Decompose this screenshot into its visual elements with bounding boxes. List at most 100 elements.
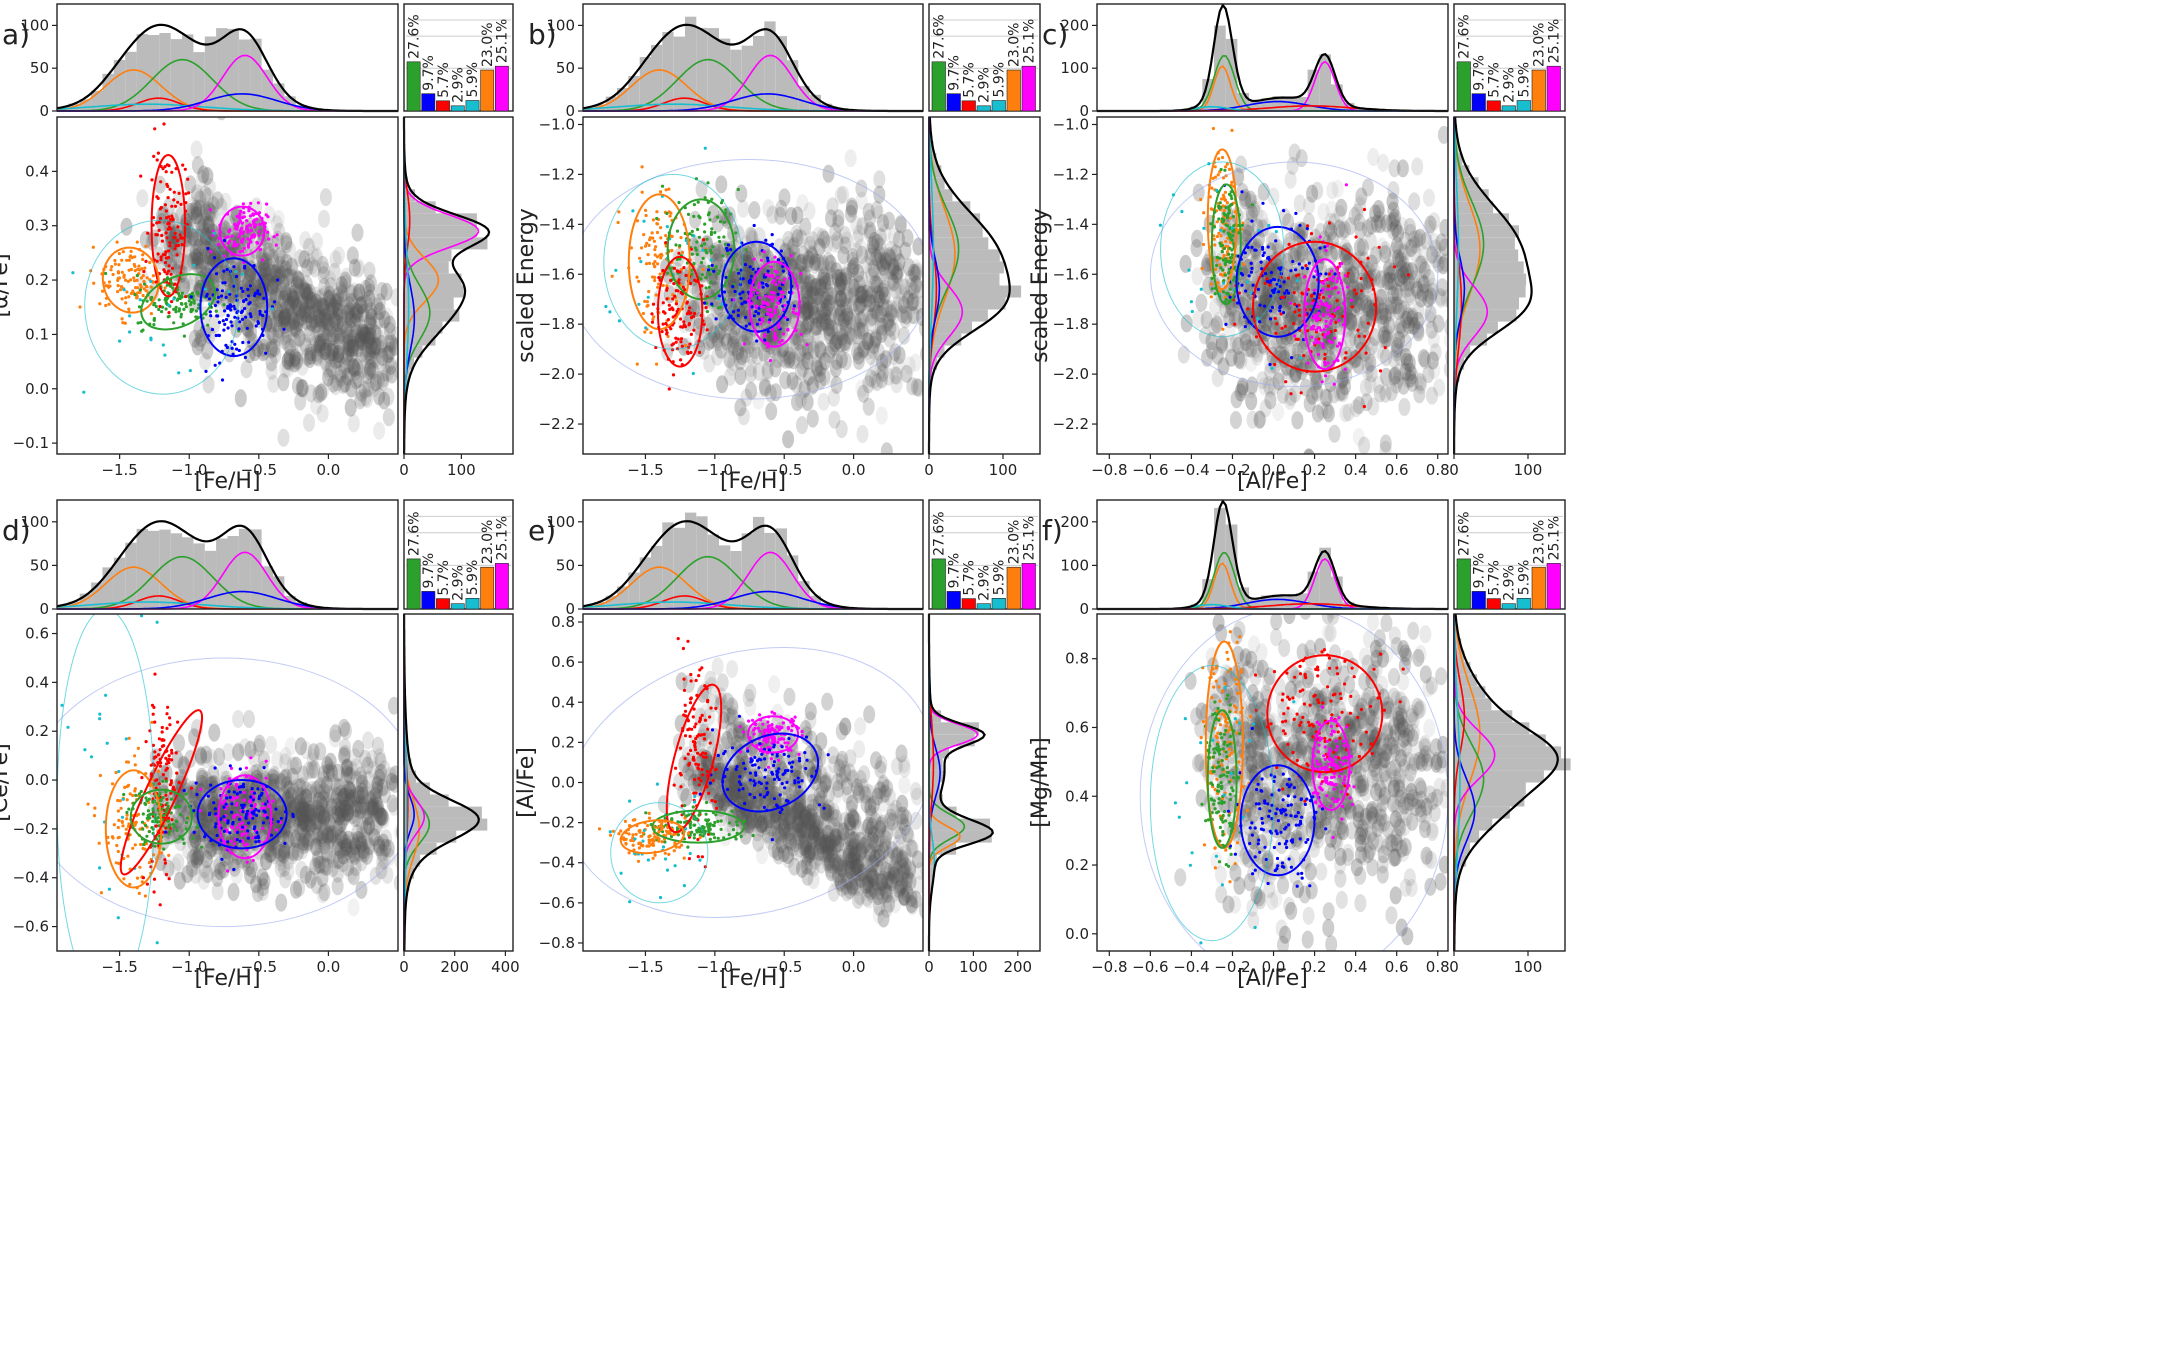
density-cell	[384, 357, 397, 375]
top-hist-tick-label: 200	[1060, 16, 1089, 34]
density-cell	[887, 322, 900, 341]
density-cell	[738, 324, 751, 343]
data-point	[1217, 217, 1221, 221]
data-point	[1269, 309, 1273, 313]
data-point	[713, 231, 717, 235]
density-cell	[844, 149, 857, 168]
x-tick-label: 0.0	[316, 461, 340, 479]
data-point	[684, 343, 688, 348]
density-cell	[273, 222, 286, 241]
density-cell	[257, 255, 270, 274]
data-point	[647, 243, 651, 247]
density-cell	[365, 301, 377, 320]
data-point	[226, 235, 230, 239]
density-cell	[270, 314, 283, 333]
data-point	[142, 269, 146, 274]
density-cell	[192, 256, 205, 275]
data-point	[714, 265, 718, 269]
data-point	[1366, 321, 1370, 325]
data-point	[1333, 336, 1337, 340]
density-cell	[349, 310, 362, 329]
density-cell	[323, 289, 336, 308]
data-point	[1228, 287, 1232, 291]
data-point	[232, 265, 236, 269]
density-cell	[304, 346, 317, 365]
data-point	[705, 237, 709, 241]
data-point	[155, 221, 159, 225]
density-cell	[276, 301, 289, 320]
data-point	[1328, 294, 1332, 298]
data-point	[1214, 267, 1218, 271]
fraction-bar-label: 5.7%	[1487, 62, 1503, 98]
density-cell	[257, 224, 270, 243]
data-point	[1298, 223, 1302, 227]
right-hist-bar	[929, 285, 1022, 298]
density-cell	[342, 339, 355, 358]
top-hist-bar	[204, 36, 217, 111]
data-point	[1340, 261, 1344, 266]
data-point	[223, 322, 227, 326]
data-point	[1325, 244, 1329, 248]
data-point	[1362, 404, 1366, 409]
data-point	[162, 268, 166, 272]
density-cell	[1281, 370, 1294, 389]
data-point	[741, 290, 745, 294]
density-cell	[270, 215, 283, 234]
data-point	[216, 314, 220, 318]
data-point	[1215, 234, 1219, 239]
fraction-bar	[946, 93, 961, 112]
data-point	[238, 212, 242, 216]
data-point	[282, 327, 286, 331]
density-cell	[852, 264, 865, 283]
density-cell	[314, 330, 326, 348]
density-cell	[204, 247, 217, 266]
fraction-bar-label: 23.0%	[1531, 23, 1547, 67]
density-cell	[348, 313, 361, 332]
data-point	[703, 230, 707, 234]
density-cell	[1328, 424, 1341, 443]
data-point	[249, 315, 253, 319]
data-point	[260, 258, 265, 262]
data-point	[733, 289, 737, 294]
data-point	[241, 237, 245, 241]
data-point	[1291, 259, 1295, 264]
data-point	[182, 307, 186, 311]
data-point	[744, 324, 748, 328]
density-cell	[348, 258, 361, 277]
data-point	[143, 282, 147, 286]
data-point	[118, 339, 122, 343]
data-point	[178, 233, 182, 237]
data-point	[772, 278, 776, 282]
density-cell	[292, 311, 305, 329]
data-point	[698, 350, 702, 354]
data-point	[119, 285, 124, 289]
density-cell	[187, 251, 200, 270]
data-point	[160, 239, 164, 243]
data-point	[171, 286, 175, 290]
data-point	[1326, 287, 1330, 292]
density-cell	[335, 281, 348, 300]
data-point	[1210, 276, 1214, 280]
data-point	[696, 200, 700, 204]
data-point	[692, 203, 697, 207]
density-cell	[1358, 436, 1371, 454]
density-cell	[309, 329, 321, 348]
density-cell	[215, 197, 228, 216]
density-cell	[264, 263, 277, 282]
data-point	[138, 298, 142, 302]
data-point	[164, 231, 168, 235]
density-cell	[333, 326, 346, 345]
data-point	[124, 301, 128, 305]
density-cell	[352, 370, 365, 388]
data-point	[156, 252, 160, 256]
data-point	[768, 359, 773, 363]
y-tick-label: 0.0	[25, 380, 49, 398]
data-point	[682, 266, 686, 270]
density-cell	[223, 215, 236, 234]
data-point	[740, 302, 744, 306]
data-point	[1187, 268, 1191, 272]
data-point	[1228, 260, 1232, 264]
density-cell	[268, 264, 281, 283]
data-point	[1310, 293, 1314, 297]
density-cell	[347, 335, 360, 354]
